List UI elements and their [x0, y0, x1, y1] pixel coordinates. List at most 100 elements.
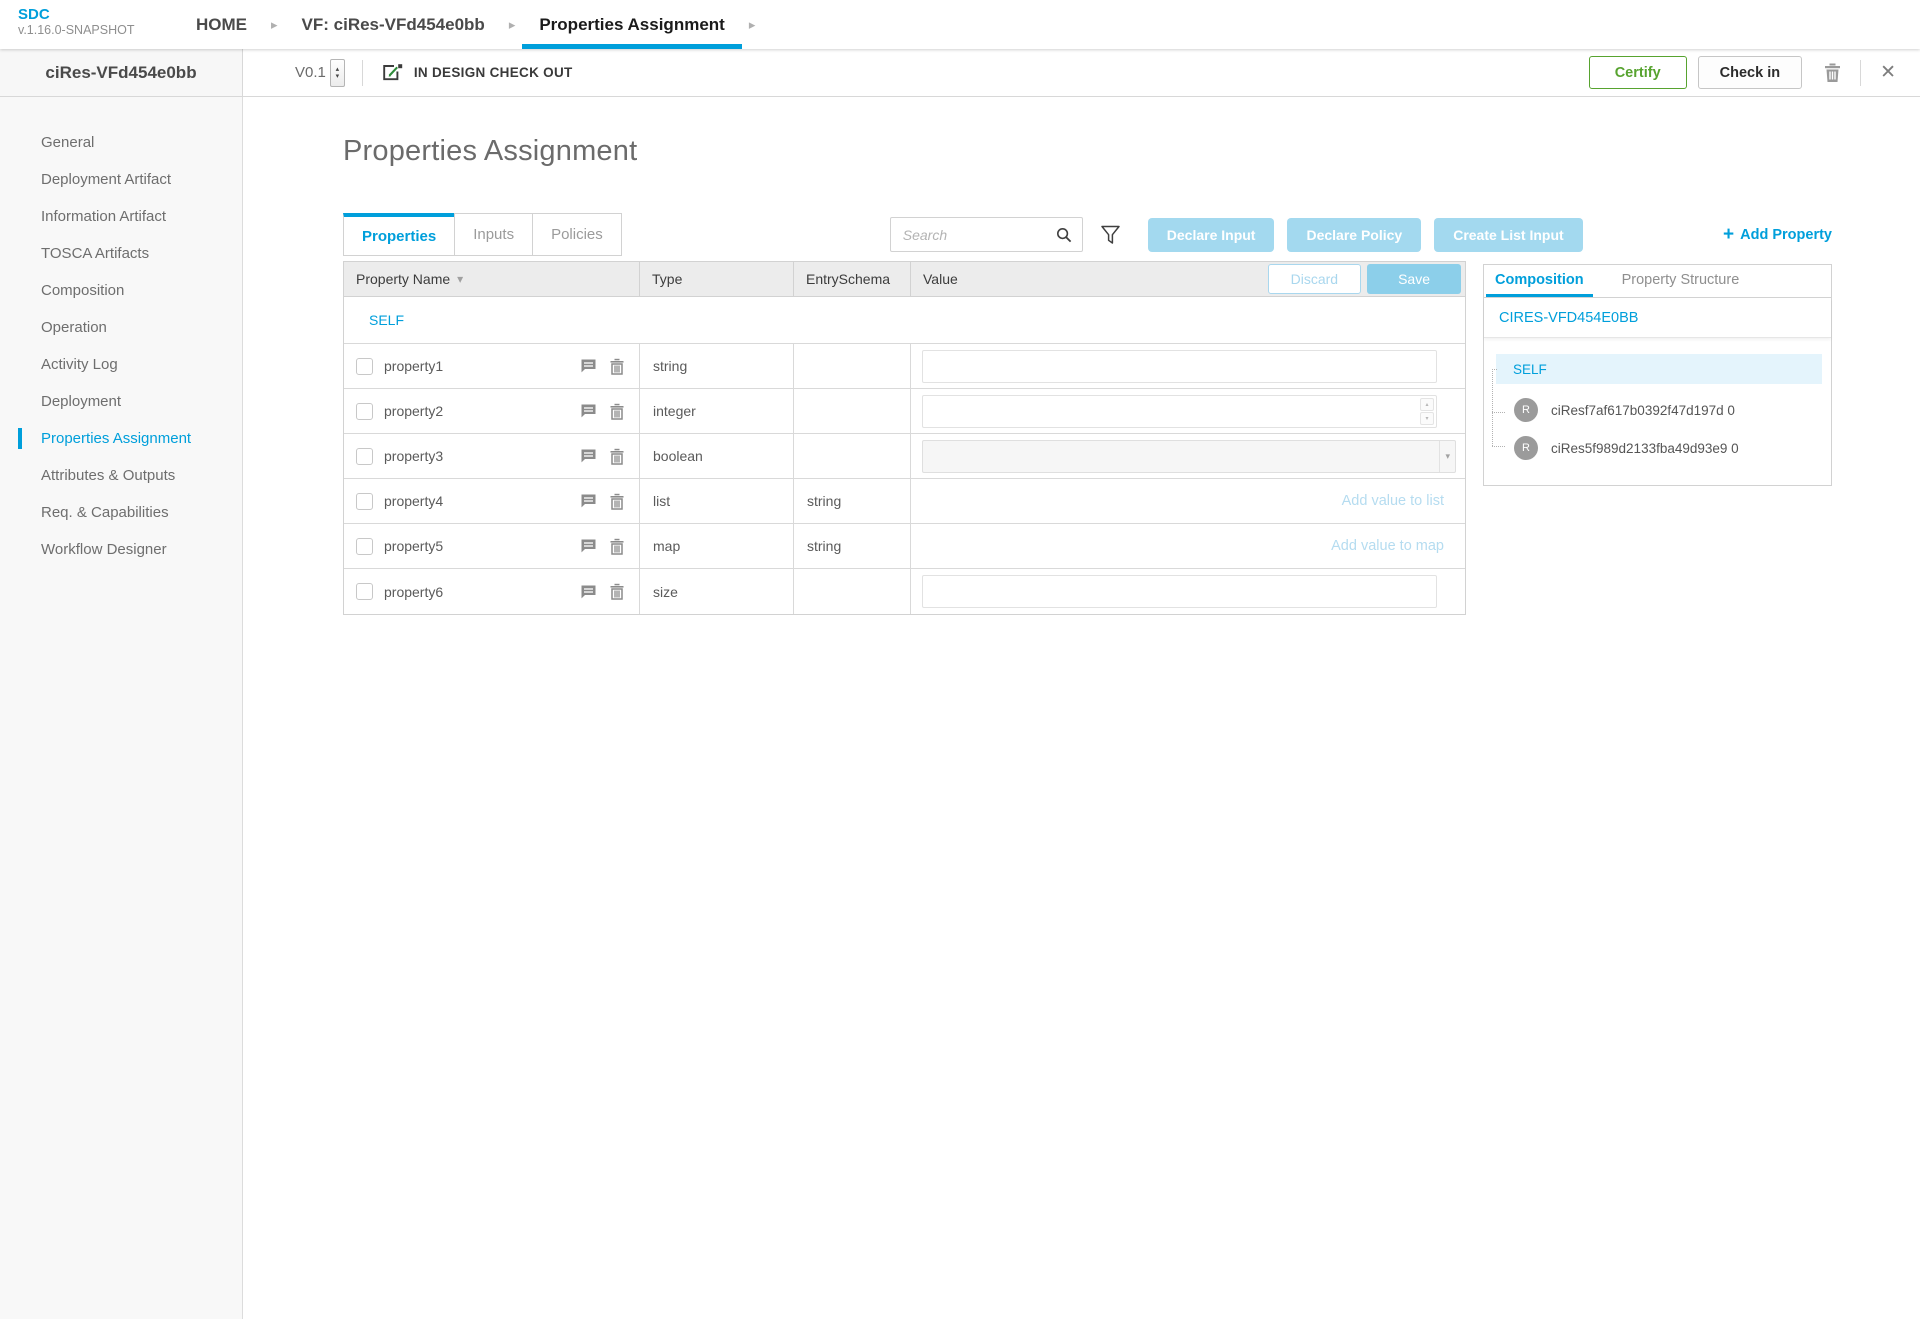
- breadcrumb-properties-assignment[interactable]: Properties Assignment: [539, 0, 724, 49]
- caret-down-icon: ▾: [1439, 441, 1455, 472]
- tree-item-resource-2[interactable]: R ciRes5f989d2133fba49d93e9 0: [1514, 436, 1831, 460]
- delete-entity-button[interactable]: [1822, 62, 1843, 84]
- table-header: Property Name ▾ Type EntrySchema Value D…: [344, 262, 1465, 297]
- delete-property-button[interactable]: [609, 538, 625, 555]
- caret-down-icon: ▾: [1420, 412, 1434, 425]
- tree-connector-stub: [1492, 412, 1505, 413]
- property-name: property5: [384, 538, 580, 554]
- table-row: property2 integer ▴ ▾: [344, 389, 1465, 434]
- group-row-self[interactable]: SELF: [344, 297, 1465, 344]
- sidebar-item-attributes-outputs[interactable]: Attributes & Outputs: [0, 457, 242, 494]
- row-checkbox[interactable]: [356, 448, 373, 465]
- sidebar-item-properties-assignment[interactable]: Properties Assignment: [0, 420, 242, 457]
- declare-policy-button[interactable]: Declare Policy: [1287, 218, 1421, 252]
- close-button[interactable]: ✕: [1880, 61, 1896, 84]
- tab-policies[interactable]: Policies: [532, 213, 622, 256]
- annotation-button[interactable]: [580, 358, 597, 374]
- tab-composition[interactable]: Composition: [1486, 265, 1593, 297]
- version-selector[interactable]: V0.1 ▴ ▾: [295, 59, 345, 87]
- delete-property-button[interactable]: [609, 403, 625, 420]
- save-button[interactable]: Save: [1367, 264, 1461, 294]
- chevron-right-icon: ▸: [509, 0, 516, 49]
- comment-icon: [580, 584, 597, 600]
- annotation-button[interactable]: [580, 538, 597, 554]
- entity-header: ciRes-VFd454e0bb V0.1 ▴ ▾ IN DESIGN CHEC…: [0, 49, 1920, 97]
- delete-property-button[interactable]: [609, 448, 625, 465]
- certify-button[interactable]: Certify: [1589, 56, 1687, 89]
- tree-item-self[interactable]: SELF: [1496, 354, 1822, 384]
- row-checkbox[interactable]: [356, 538, 373, 555]
- sidebar-item-information-artifact[interactable]: Information Artifact: [0, 198, 242, 235]
- search-input[interactable]: [891, 227, 1052, 243]
- row-checkbox[interactable]: [356, 358, 373, 375]
- tree-item-resource-1[interactable]: R ciResf7af617b0392f47d197d 0: [1514, 398, 1831, 422]
- number-spinner[interactable]: ▴ ▾: [1420, 398, 1434, 425]
- trash-icon: [609, 448, 625, 465]
- annotation-button[interactable]: [580, 403, 597, 419]
- property-entryschema: string: [794, 524, 911, 568]
- table-row: property6 size: [344, 569, 1465, 614]
- value-number-input[interactable]: [922, 395, 1437, 428]
- column-header-entryschema: EntrySchema: [794, 262, 911, 296]
- caret-down-icon: ▾: [336, 73, 340, 80]
- sidebar-item-general[interactable]: General: [0, 124, 242, 161]
- property-name: property2: [384, 403, 580, 419]
- comment-icon: [580, 493, 597, 509]
- resource-label: ciRes5f989d2133fba49d93e9 0: [1551, 441, 1739, 456]
- tab-property-structure[interactable]: Property Structure: [1613, 265, 1749, 297]
- delete-property-button[interactable]: [609, 583, 625, 600]
- annotation-button[interactable]: [580, 584, 597, 600]
- hierarchy-panel: Composition Property Structure CIRES-VFD…: [1483, 264, 1832, 486]
- annotation-button[interactable]: [580, 493, 597, 509]
- sidebar-item-composition[interactable]: Composition: [0, 272, 242, 309]
- breadcrumb-vf[interactable]: VF: ciRes-VFd454e0bb: [302, 0, 485, 49]
- check-in-button[interactable]: Check in: [1698, 56, 1802, 89]
- sidebar-item-tosca-artifacts[interactable]: TOSCA Artifacts: [0, 235, 242, 272]
- sidebar-item-operation[interactable]: Operation: [0, 309, 242, 346]
- row-checkbox[interactable]: [356, 493, 373, 510]
- sidebar-item-deployment[interactable]: Deployment: [0, 383, 242, 420]
- chevron-right-icon: ▸: [271, 0, 278, 49]
- add-property-label: Add Property: [1740, 227, 1832, 243]
- row-checkbox[interactable]: [356, 583, 373, 600]
- add-property-button[interactable]: + Add Property: [1723, 227, 1832, 243]
- plus-icon: +: [1723, 228, 1734, 242]
- hierarchy-component-title[interactable]: CIRES-VFD454E0BB: [1484, 298, 1831, 338]
- property-type: map: [640, 524, 794, 568]
- entity-name: ciRes-VFd454e0bb: [0, 49, 243, 96]
- tab-properties[interactable]: Properties: [343, 213, 455, 256]
- delete-property-button[interactable]: [609, 493, 625, 510]
- create-list-input-button[interactable]: Create List Input: [1434, 218, 1582, 252]
- breadcrumb-home[interactable]: HOME: [196, 0, 247, 49]
- sidebar-item-deployment-artifact[interactable]: Deployment Artifact: [0, 161, 242, 198]
- column-header-property-name[interactable]: Property Name ▾: [344, 262, 640, 296]
- declare-input-button[interactable]: Declare Input: [1148, 218, 1275, 252]
- delete-property-button[interactable]: [609, 358, 625, 375]
- sidebar-item-activity-log[interactable]: Activity Log: [0, 346, 242, 383]
- sidebar-item-workflow-designer[interactable]: Workflow Designer: [0, 531, 242, 568]
- filter-button[interactable]: [1100, 224, 1121, 246]
- tree-connector-stub: [1492, 369, 1497, 370]
- top-bar: SDC v.1.16.0-SNAPSHOT HOME ▸ VF: ciRes-V…: [0, 0, 1920, 49]
- value-input[interactable]: [922, 350, 1437, 383]
- value-input[interactable]: [922, 575, 1437, 608]
- search-button[interactable]: [1052, 227, 1082, 243]
- discard-button[interactable]: Discard: [1268, 264, 1361, 294]
- filter-funnel-icon: [1100, 224, 1121, 246]
- search-icon: [1056, 227, 1072, 243]
- property-type: list: [640, 479, 794, 523]
- sidebar-item-req-capabilities[interactable]: Req. & Capabilities: [0, 494, 242, 531]
- table-row: property5 map string Add value to map: [344, 524, 1465, 569]
- add-value-to-map-link[interactable]: Add value to map: [1331, 538, 1444, 554]
- value-select[interactable]: ▾: [922, 440, 1456, 473]
- resource-avatar: R: [1514, 398, 1538, 422]
- trash-icon: [609, 583, 625, 600]
- sort-caret-icon: ▾: [457, 272, 463, 286]
- caret-up-icon: ▴: [336, 66, 340, 73]
- add-value-to-list-link[interactable]: Add value to list: [1342, 493, 1444, 509]
- version-spinner[interactable]: ▴ ▾: [330, 59, 345, 87]
- tree-connector-stub: [1492, 446, 1505, 447]
- annotation-button[interactable]: [580, 448, 597, 464]
- row-checkbox[interactable]: [356, 403, 373, 420]
- tab-inputs[interactable]: Inputs: [454, 213, 533, 256]
